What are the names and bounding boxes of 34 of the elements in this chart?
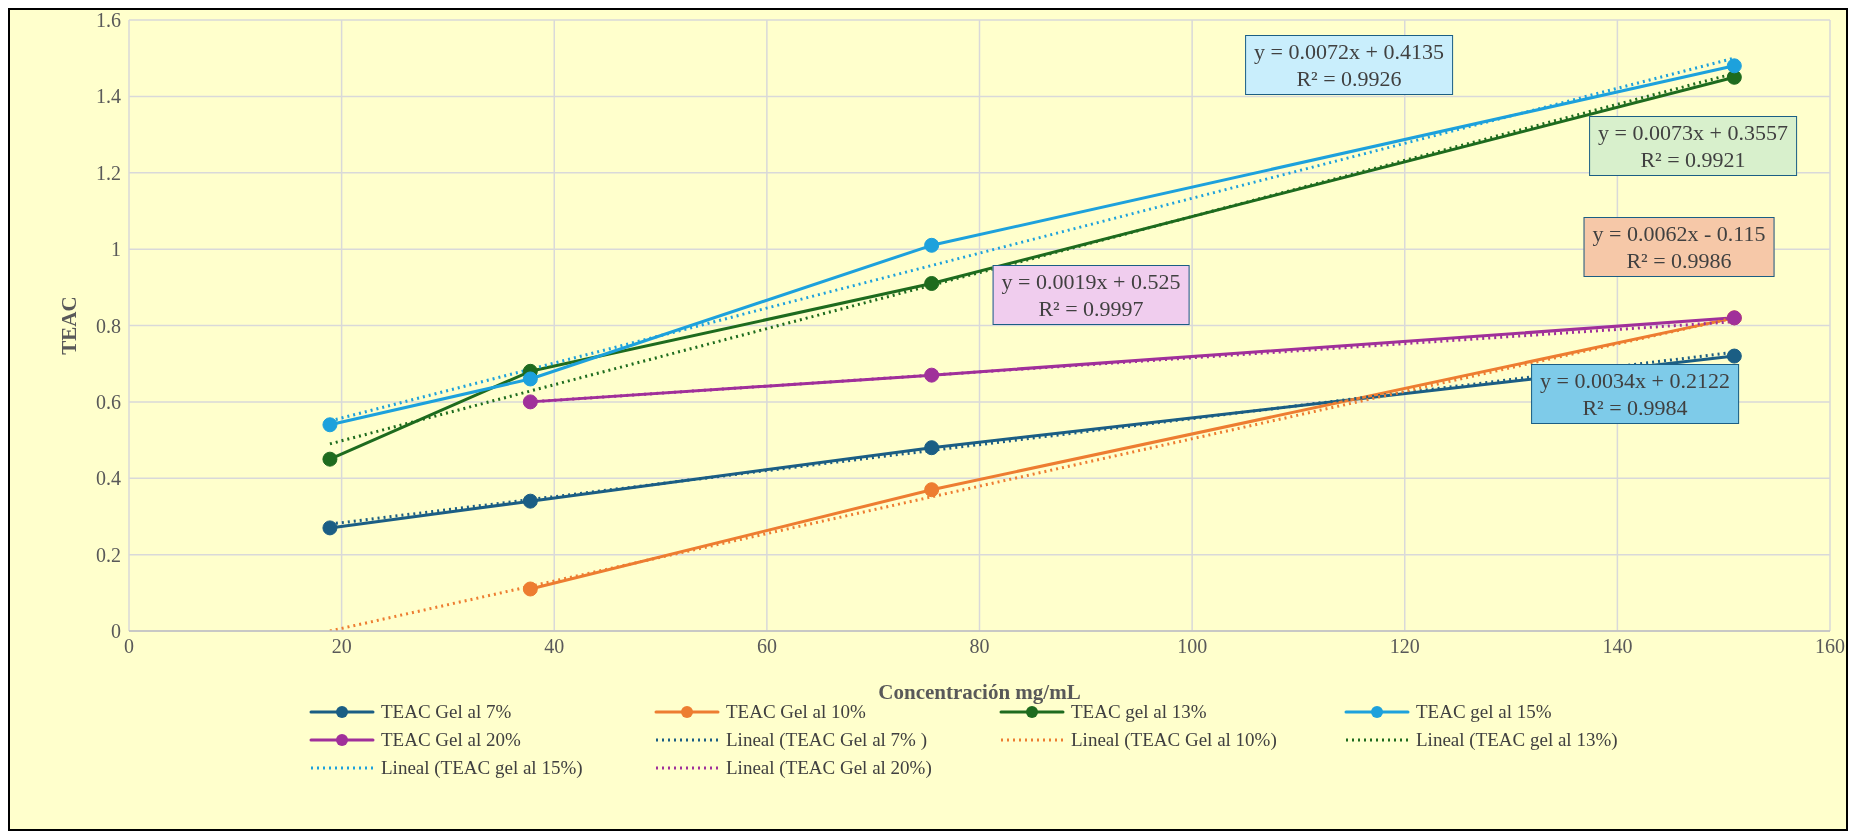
legend-label: TEAC Gel al 20%	[381, 729, 521, 751]
legend-label: TEAC Gel al 7%	[381, 701, 512, 723]
annotation: y = 0.0034x + 0.2122 R² = 0.9984	[1540, 367, 1730, 421]
x-tick-label: 40	[544, 635, 565, 658]
legend-label: TEAC gel al 13%	[1071, 701, 1207, 723]
x-tick-label: 120	[1389, 635, 1420, 658]
y-axis-title: TEAC	[57, 296, 82, 355]
x-axis-title: Concentración mg/mL	[878, 680, 1081, 704]
legend-label: TEAC gel al 15%	[1416, 701, 1552, 723]
y-tick-label: 0	[111, 620, 121, 643]
x-tick-label: 160	[1815, 635, 1845, 658]
legend-label: TEAC Gel al 10%	[726, 701, 866, 723]
x-tick-label: 60	[756, 635, 777, 658]
x-tick-label: 140	[1602, 635, 1633, 658]
x-tick-label: 20	[331, 635, 352, 658]
y-tick-label: 0.6	[96, 390, 121, 413]
y-tick-label: 0.8	[96, 314, 121, 337]
y-tick-label: 0.2	[96, 543, 121, 566]
x-tick-label: 80	[969, 635, 990, 658]
y-tick-label: 1	[111, 238, 121, 261]
y-tick-label: 1.4	[96, 85, 121, 108]
legend-label: Lineal (TEAC Gel al 20%)	[726, 757, 932, 779]
annotation: y = 0.0019x + 0.525 R² = 0.9997	[1001, 268, 1181, 322]
legend-label: Lineal (TEAC Gel al 7% )	[726, 729, 928, 751]
annotation: y = 0.0072x + 0.4135 R² = 0.9926	[1254, 38, 1444, 92]
annotation: y = 0.0062x - 0.115 R² = 0.9986	[1592, 220, 1766, 274]
y-tick-label: 0.4	[96, 467, 121, 490]
annotation: y = 0.0073x + 0.3557 R² = 0.9921	[1598, 119, 1788, 173]
legend-label: Lineal (TEAC gel al 13%)	[1416, 729, 1618, 751]
legend-label: Lineal (TEAC Gel al 10%)	[1071, 729, 1277, 751]
x-tick-label: 100	[1177, 635, 1208, 658]
y-tick-label: 1.6	[96, 9, 121, 32]
legend-label: Lineal (TEAC gel al 15%)	[381, 757, 583, 779]
y-tick-label: 1.2	[96, 161, 121, 184]
